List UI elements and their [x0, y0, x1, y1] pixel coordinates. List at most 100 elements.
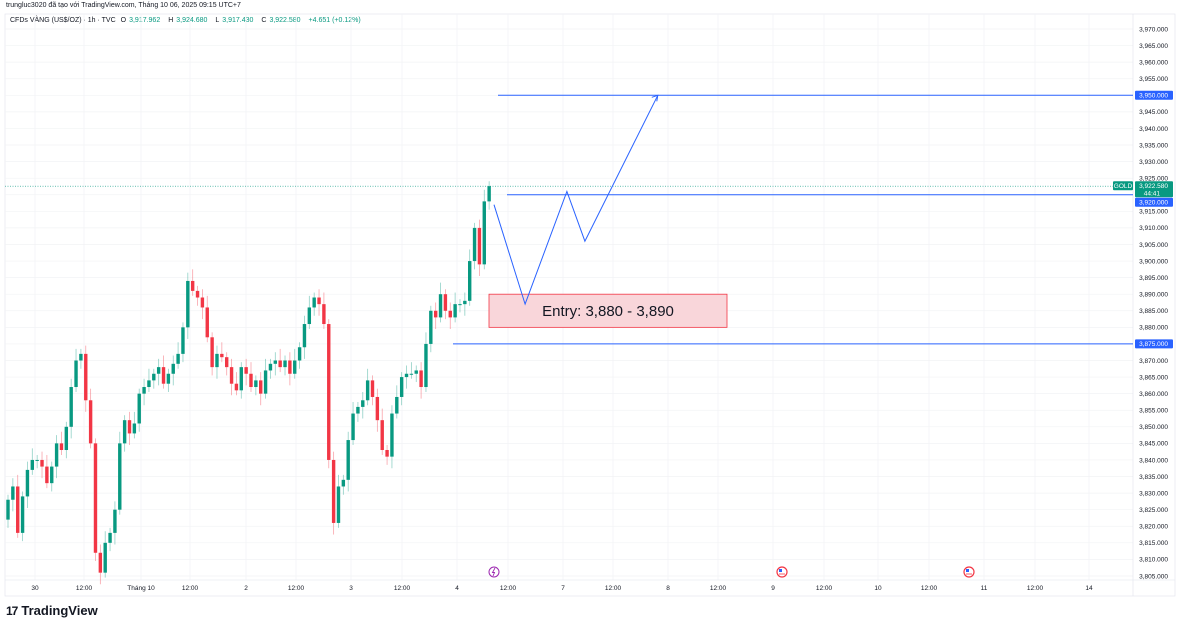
candle	[375, 388, 380, 432]
candle-body	[20, 496, 25, 533]
y-tick-label: 3,810.000	[1139, 557, 1168, 564]
x-tick-label: 12:00	[182, 585, 199, 592]
open-value: 3,917.962	[129, 17, 161, 24]
candle-body	[50, 466, 54, 484]
low-value: 3,917.430	[222, 17, 254, 24]
event-circle	[488, 566, 500, 578]
candle-body	[268, 363, 273, 371]
candle-body	[361, 400, 365, 407]
candle	[448, 302, 452, 330]
symbol-title[interactable]: CFDs VÀNG (US$/OZ) · 1h · TVC	[10, 17, 116, 24]
x-tick-label: 12:00	[816, 585, 833, 592]
candle	[210, 332, 214, 376]
y-tick-label: 3,945.000	[1139, 109, 1168, 116]
price-label-bg	[1135, 339, 1173, 349]
candle-body	[472, 227, 477, 262]
candle-body	[399, 377, 404, 397]
candle-body	[79, 353, 83, 361]
candle-body	[390, 413, 394, 457]
y-tick-label: 3,805.000	[1139, 573, 1168, 580]
candle	[16, 474, 20, 538]
candle-body	[433, 310, 438, 318]
candle-body	[108, 532, 112, 543]
candle-body	[16, 486, 20, 533]
candle	[239, 362, 243, 399]
candle	[254, 375, 258, 396]
candle	[385, 445, 389, 465]
candle-body	[54, 443, 59, 467]
candle-body	[229, 367, 234, 384]
candle	[50, 461, 54, 492]
candle	[409, 362, 414, 379]
candle	[74, 348, 78, 392]
y-tick-label: 3,865.000	[1139, 374, 1168, 381]
candle	[234, 372, 239, 396]
candle	[69, 378, 73, 439]
candle	[472, 222, 477, 270]
candle-body	[346, 440, 350, 480]
candle	[244, 358, 248, 386]
candle-body	[74, 360, 78, 388]
candle	[220, 342, 224, 363]
candle	[302, 315, 307, 359]
candle-body	[370, 380, 375, 397]
candle-body	[263, 370, 268, 394]
candle-body	[186, 280, 190, 328]
candle	[419, 362, 423, 399]
change-value: +4.651 (+0.12%)	[308, 17, 361, 24]
chart-credit: trungluc3020 đã tạo với TradingView.com,…	[6, 2, 241, 9]
lightning-icon[interactable]	[488, 566, 500, 578]
y-tick-label: 3,900.000	[1139, 258, 1168, 265]
candle	[132, 411, 137, 439]
candle	[45, 454, 49, 489]
candle-body	[225, 357, 229, 368]
candle-body	[380, 420, 384, 451]
candle	[482, 189, 486, 270]
candle-body	[171, 363, 175, 374]
y-tick-label: 3,825.000	[1139, 507, 1168, 514]
y-tick-label: 3,905.000	[1139, 242, 1168, 249]
candle	[356, 401, 360, 422]
flag-canton	[966, 569, 969, 572]
candle	[25, 461, 30, 509]
price-chart[interactable]: 3,805.000 3,810.000 3,815.000 3,820.000 3,82…	[0, 0, 1180, 600]
lightning-glyph	[491, 567, 496, 577]
x-tick-label: 11	[981, 585, 988, 592]
candle-body	[176, 353, 180, 364]
candle-body	[448, 310, 452, 318]
candle	[190, 269, 195, 296]
candle-body	[375, 396, 380, 421]
y-tick-label: 3,925.000	[1139, 175, 1168, 182]
candle	[312, 292, 316, 316]
candle	[341, 474, 346, 495]
candle-body	[307, 307, 312, 325]
price-label-text: 3,950.000	[1139, 93, 1168, 100]
x-tick-label: 12:00	[710, 585, 727, 592]
y-tick-label: 3,820.000	[1139, 524, 1168, 531]
candle-body	[409, 373, 414, 375]
us-flag-icon[interactable]	[776, 566, 788, 578]
candle	[195, 285, 200, 306]
candle-body	[69, 387, 73, 427]
x-tick-label: 30	[31, 585, 39, 592]
candle-body	[438, 294, 443, 318]
candle-body	[351, 413, 355, 441]
us-flag-icon[interactable]	[963, 566, 975, 578]
y-tick-label: 3,860.000	[1139, 391, 1168, 398]
candle-body	[205, 307, 209, 338]
candle-body	[395, 396, 399, 414]
candle-body	[64, 426, 69, 451]
candle-body	[84, 353, 88, 401]
candle	[263, 358, 268, 399]
price-label-text: 3,875.000	[1139, 341, 1168, 348]
candle-body	[463, 300, 467, 305]
close-label: C	[261, 17, 267, 24]
candle	[35, 454, 39, 469]
candle-body	[127, 420, 132, 434]
candle-body	[312, 297, 316, 308]
symbol-tag-bg	[1113, 181, 1133, 191]
chart-frame	[4, 13, 1176, 597]
y-tick-label: 3,915.000	[1139, 209, 1168, 216]
y-tick-label: 3,935.000	[1139, 142, 1168, 149]
entry-zone-label: Entry: 3,880 - 3,890	[542, 303, 674, 320]
